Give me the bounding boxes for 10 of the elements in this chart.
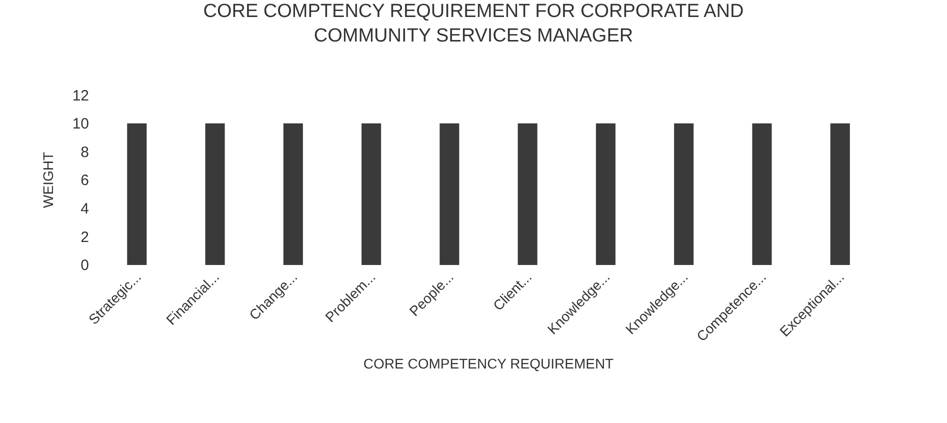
chart-title: CORE COMPTENCY REQUIREMENT FOR CORPORATE AND COMMUNITY SERVICES MANAGER [203,0,744,47]
y-tick-label: 6 [80,172,89,190]
y-tick-label: 12 [72,87,89,104]
y-tick-label: 8 [80,144,89,161]
y-axis-title: WEIGHT [40,152,56,208]
x-axis-title: CORE COMPETENCY REQUIREMENT [363,356,614,372]
y-tick-label: 2 [80,228,89,246]
y-tick-label: 4 [80,200,89,218]
y-tick-label: 0 [80,257,89,274]
y-tick-label: 10 [72,116,89,133]
